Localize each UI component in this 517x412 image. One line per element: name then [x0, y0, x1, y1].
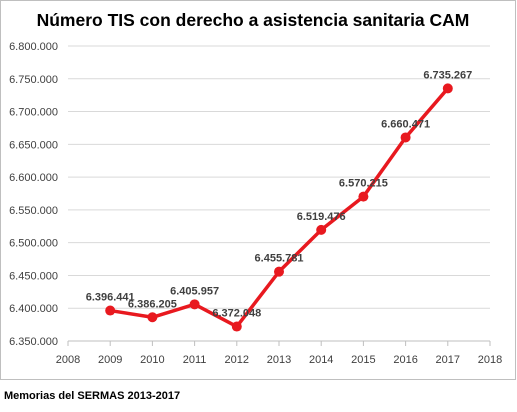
y-tick-label: 6.400.000: [9, 303, 58, 315]
data-point: [400, 132, 411, 143]
y-tick-label: 6.700.000: [9, 107, 58, 119]
y-tick-label: 6.350.000: [9, 336, 58, 348]
data-point: [442, 83, 453, 94]
data-point: [105, 305, 116, 316]
x-tick-label: 2008: [56, 354, 80, 366]
x-tick-label: 2013: [267, 354, 291, 366]
x-tick-label: 2011: [183, 354, 207, 366]
data-label: 6.660.471: [381, 118, 430, 130]
x-tick-label: 2009: [98, 354, 122, 366]
y-tick-label: 6.600.000: [9, 172, 58, 184]
chart-title: Número TIS con derecho a asistencia sani…: [37, 10, 470, 30]
x-tick-label: 2014: [309, 354, 333, 366]
gridlines: [68, 45, 490, 342]
data-point: [316, 224, 327, 235]
data-point: [189, 299, 200, 310]
x-tick-label: 2017: [436, 354, 460, 366]
y-tick-label: 6.500.000: [9, 238, 58, 250]
data-label: 6.372.048: [212, 308, 261, 320]
data-point: [274, 266, 284, 277]
chart-frame: [0, 0, 516, 380]
x-tick-label: 2012: [225, 354, 249, 366]
data-point: [231, 321, 242, 332]
data-label: 6.386.205: [128, 298, 177, 310]
data-point: [358, 191, 369, 202]
x-tick-label: 2018: [478, 354, 502, 366]
x-tick-label: 2015: [351, 354, 375, 366]
data-label: 6.519.476: [297, 211, 346, 223]
y-axis-ticks: 6.350.000 6.400.000 6.450.000 6.500.000 6.55…: [9, 41, 58, 348]
x-axis-ticks: 2008 2009 2010 2011 2012 2013 2014 2015 2016 2017…: [56, 341, 502, 366]
data-label: 6.570.215: [339, 178, 388, 190]
data-label: 6.735.267: [423, 69, 472, 81]
data-point: [147, 312, 158, 323]
series-points: [105, 83, 453, 332]
data-label: 6.396.441: [86, 292, 135, 304]
x-tick-label: 2016: [393, 354, 417, 366]
x-tick-label: 2010: [140, 354, 164, 366]
y-tick-label: 6.550.000: [9, 205, 58, 217]
y-tick-label: 6.450.000: [9, 270, 58, 282]
data-label: 6.405.957: [170, 285, 219, 297]
source-caption: Memorias del SERMAS 2013-2017: [4, 390, 181, 402]
data-label: 6.455.781: [255, 253, 304, 265]
y-tick-label: 6.800.000: [9, 41, 58, 53]
y-tick-label: 6.750.000: [9, 74, 58, 86]
y-tick-label: 6.650.000: [9, 139, 58, 151]
